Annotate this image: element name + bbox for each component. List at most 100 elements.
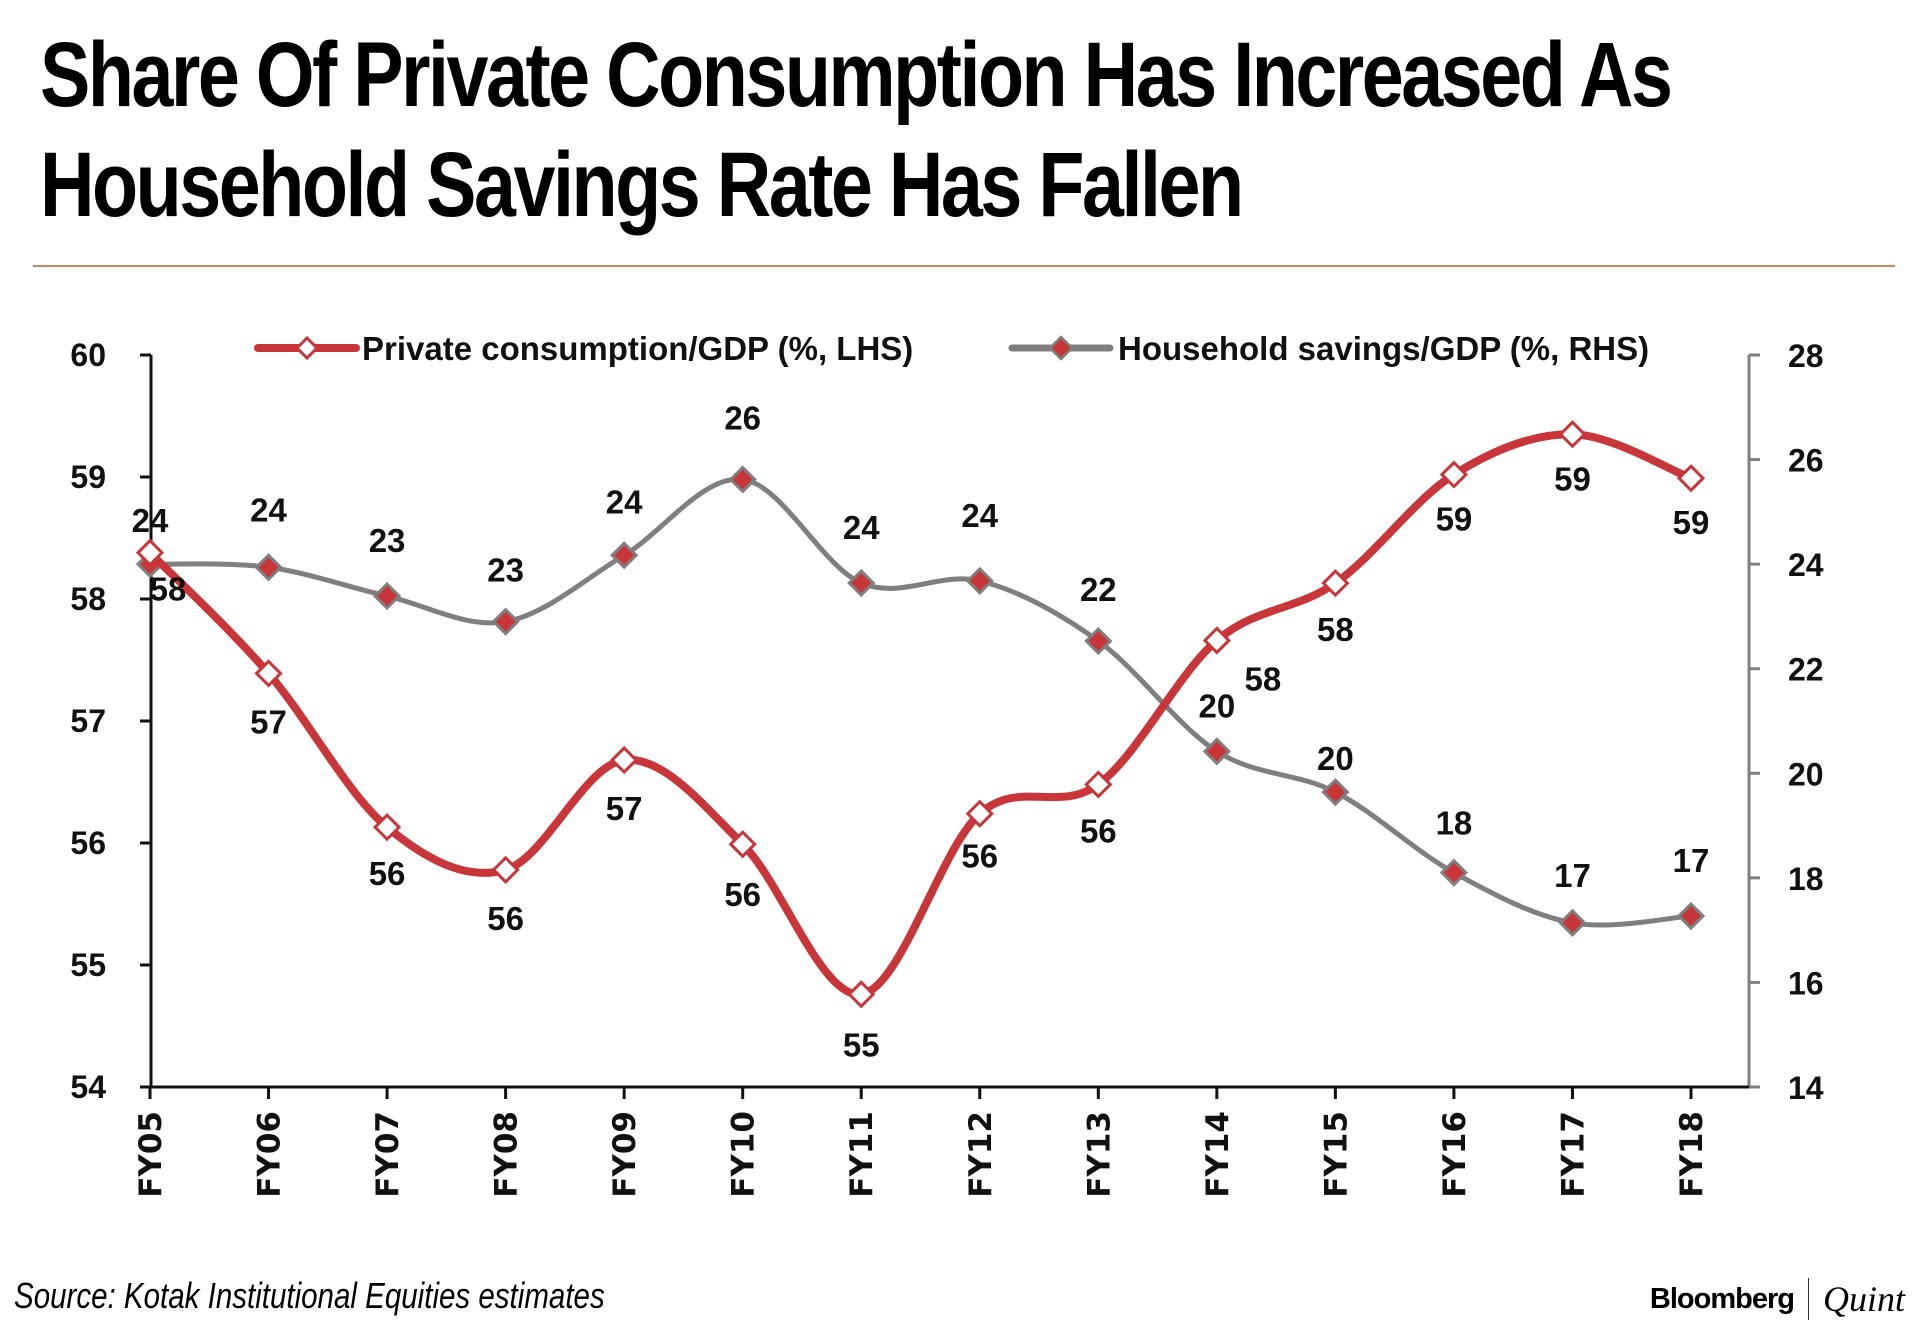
savings-point	[728, 465, 757, 494]
right-axis-tick-label: 14	[1788, 1070, 1824, 1106]
savings-point	[1321, 777, 1350, 807]
consumption-data-label: 57	[606, 790, 643, 827]
x-axis-tick-label: FY11	[844, 1111, 880, 1198]
legend-consumption-marker	[294, 335, 320, 361]
savings-data-label: 17	[1554, 857, 1591, 894]
x-axis-tick-label: FY14	[1200, 1111, 1236, 1198]
series-consumption: 58 57 56 56 57 56 55 56 56 58 58 59 59 59	[135, 420, 1710, 1063]
chart-title: Share Of Private Consumption Has Increas…	[40, 20, 1673, 240]
consumption-data-label: 56	[724, 876, 761, 913]
consumption-data-label: 58	[1317, 611, 1354, 648]
x-axis-tick-label: FY17	[1555, 1111, 1591, 1198]
x-axis-tick-label: FY12	[963, 1111, 999, 1198]
consumption-data-label: 57	[250, 703, 287, 740]
consumption-point	[728, 830, 757, 859]
right-axis-tick-label: 26	[1788, 443, 1824, 479]
x-axis-tick-label: FY16	[1437, 1111, 1473, 1198]
consumption-data-label: 59	[1436, 501, 1473, 538]
savings-point	[847, 568, 876, 598]
savings-data-label: 20	[1198, 687, 1235, 724]
right-axis-tick-label: 28	[1788, 338, 1824, 374]
savings-data-label: 20	[1317, 740, 1354, 777]
consumption-data-label: 58	[1244, 660, 1281, 697]
consumption-data-label: 59	[1673, 504, 1710, 541]
right-axis-tick-label: 22	[1788, 652, 1824, 688]
savings-point	[1676, 901, 1706, 931]
savings-data-label: 24	[132, 502, 169, 539]
savings-data-label: 22	[1080, 571, 1117, 608]
x-axis-tick-label: FY15	[1318, 1111, 1354, 1198]
brand-separator	[1807, 1278, 1809, 1320]
left-axis-tick-label: 55	[70, 947, 106, 983]
x-axis-tick-label: FY07	[370, 1111, 406, 1198]
x-axis-tick-label: FY13	[1081, 1111, 1117, 1198]
title-divider	[33, 265, 1895, 267]
consumption-data-label: 56	[1080, 812, 1117, 849]
consumption-data-label: 55	[843, 1026, 880, 1063]
title-line-2: Household Savings Rate Has Fallen	[40, 134, 1244, 236]
consumption-point	[1321, 569, 1350, 598]
savings-data-label: 17	[1673, 842, 1710, 879]
savings-point	[1558, 908, 1587, 937]
line-chart: 54 55 56 57 58 59 60 14 16 18 20 22 24 26 28 FY05 FY06…	[70, 330, 1824, 1198]
left-axis-tick-label: 54	[70, 1069, 106, 1105]
right-axis: 14 16 18 20 22 24 26 28	[1747, 338, 1824, 1106]
savings-point	[254, 553, 283, 582]
savings-point	[372, 581, 402, 611]
right-axis-tick-label: 24	[1788, 547, 1824, 583]
brand-logo: Bloomberg Quint	[1650, 1278, 1905, 1320]
savings-point	[965, 566, 994, 595]
left-axis-tick-label: 57	[70, 703, 106, 739]
consumption-point	[254, 659, 283, 688]
savings-data-label: 26	[724, 399, 761, 436]
consumption-data-label: 58	[150, 571, 187, 608]
right-axis-tick-label: 20	[1788, 756, 1824, 792]
savings-data-label: 23	[369, 522, 406, 559]
consumption-data-label: 59	[1554, 460, 1591, 497]
brand-quint: Quint	[1822, 1279, 1905, 1319]
x-axis-tick-label: FY06	[252, 1111, 288, 1198]
savings-point	[491, 607, 520, 636]
right-axis-tick-label: 16	[1788, 965, 1824, 1001]
savings-data-label: 24	[843, 509, 880, 546]
left-axis-tick-label: 60	[70, 337, 106, 373]
left-axis: 54 55 56 57 58 59 60	[70, 337, 153, 1105]
x-axis-tick-label: FY18	[1674, 1111, 1710, 1198]
source-note: Source: Kotak Institutional Equities est…	[14, 1275, 605, 1316]
brand-bloomberg: Bloomberg	[1649, 1282, 1795, 1315]
savings-data-label: 24	[250, 491, 287, 528]
title-line-1: Share Of Private Consumption Has Increas…	[40, 24, 1673, 126]
consumption-point	[372, 813, 402, 842]
consumption-point	[1676, 464, 1706, 493]
savings-point	[1439, 858, 1469, 887]
savings-line	[149, 476, 1692, 928]
right-axis-tick-label: 18	[1788, 861, 1824, 897]
savings-data-label: 24	[606, 483, 643, 520]
savings-data-label: 18	[1436, 805, 1473, 842]
consumption-point	[610, 745, 639, 775]
consumption-point	[847, 980, 876, 1009]
consumption-point	[1202, 626, 1231, 655]
legend-savings-marker	[1048, 335, 1074, 361]
left-axis-tick-label: 59	[70, 459, 106, 495]
consumption-point	[1558, 420, 1587, 449]
consumption-data-label: 56	[369, 855, 406, 892]
series-savings: 24 24 23 23 24 26 24 24 22 20 20 18 17 17	[132, 399, 1710, 937]
consumption-point	[135, 538, 165, 567]
savings-data-label: 23	[487, 552, 524, 589]
x-axis-tick-label: FY08	[489, 1111, 525, 1198]
left-axis-tick-label: 58	[70, 581, 106, 617]
consumption-point	[965, 799, 994, 828]
legend: Private consumption/GDP (%, LHS) Househo…	[254, 330, 1649, 367]
consumption-point	[1439, 460, 1469, 489]
x-axis-tick-label: FY09	[607, 1111, 643, 1198]
savings-data-label: 24	[961, 497, 998, 534]
consumption-point	[1084, 770, 1113, 799]
legend-consumption-label: Private consumption/GDP (%, LHS)	[362, 330, 913, 367]
x-axis-tick-label: FY10	[726, 1111, 762, 1198]
x-axis: FY05 FY06 FY07 FY08 FY09 FY10 FY11 FY12 FY13 FY14…	[133, 1085, 1749, 1198]
legend-savings-label: Household savings/GDP (%, RHS)	[1118, 330, 1649, 367]
savings-point	[610, 541, 639, 570]
savings-point	[1202, 737, 1231, 766]
savings-point	[1084, 626, 1113, 656]
